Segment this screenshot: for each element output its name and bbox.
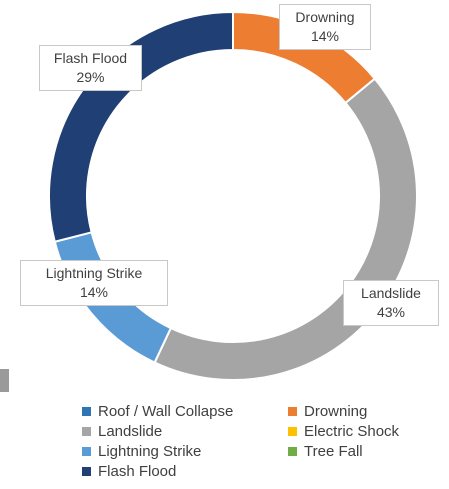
legend-item-tree-fall: Tree Fall: [288, 442, 438, 461]
data-label-lightning-strike-name: Lightning Strike: [45, 265, 143, 281]
legend-item-flash-flood: Flash Flood: [82, 462, 288, 481]
data-label-flash-flood-name: Flash Flood: [53, 50, 128, 66]
legend-label-electric-shock: Electric Shock: [304, 423, 400, 440]
legend-label-drowning: Drowning: [304, 403, 368, 420]
data-label-landslide-name: Landslide: [361, 285, 421, 301]
data-label-drowning-name: Drowning: [295, 9, 355, 25]
legend-label-lightning-strike: Lightning Strike: [98, 443, 202, 460]
data-label-flash-flood-value: 29%: [76, 69, 105, 85]
legend-item-drowning: Drowning: [288, 402, 438, 421]
data-label-lightning-strike-value: 14%: [79, 284, 109, 300]
legend-swatch-tree-fall: [288, 447, 297, 456]
data-label-landslide: Landslide 43%: [343, 280, 439, 326]
legend-item-roof-wall-collapse: Roof / Wall Collapse: [82, 402, 288, 421]
legend-swatch-roof-wall-collapse: [82, 407, 91, 416]
legend-label-tree-fall: Tree Fall: [304, 443, 363, 460]
chart-legend: Roof / Wall Collapse Drowning Landslide …: [82, 402, 442, 481]
legend-swatch-electric-shock: [288, 427, 297, 436]
data-label-landslide-value: 43%: [376, 304, 406, 320]
legend-label-landslide: Landslide: [98, 423, 163, 440]
data-label-lightning-strike: Lightning Strike 14%: [20, 260, 168, 306]
legend-item-lightning-strike: Lightning Strike: [82, 442, 288, 461]
legend-label-roof-wall-collapse: Roof / Wall Collapse: [98, 403, 234, 420]
legend-item-electric-shock: Electric Shock: [288, 422, 438, 441]
legend-swatch-landslide: [82, 427, 91, 436]
legend-swatch-lightning-strike: [82, 447, 91, 456]
gray-edge-mark: [0, 369, 9, 392]
data-label-flash-flood: Flash Flood 29%: [39, 45, 142, 91]
legend-swatch-flash-flood: [82, 467, 91, 476]
legend-item-landslide: Landslide: [82, 422, 288, 441]
data-label-drowning-value: 14%: [310, 28, 340, 44]
legend-label-flash-flood: Flash Flood: [98, 463, 177, 480]
legend-swatch-drowning: [288, 407, 297, 416]
doughnut-slice-landslide: [153, 77, 418, 381]
data-label-drowning: Drowning 14%: [279, 4, 371, 50]
